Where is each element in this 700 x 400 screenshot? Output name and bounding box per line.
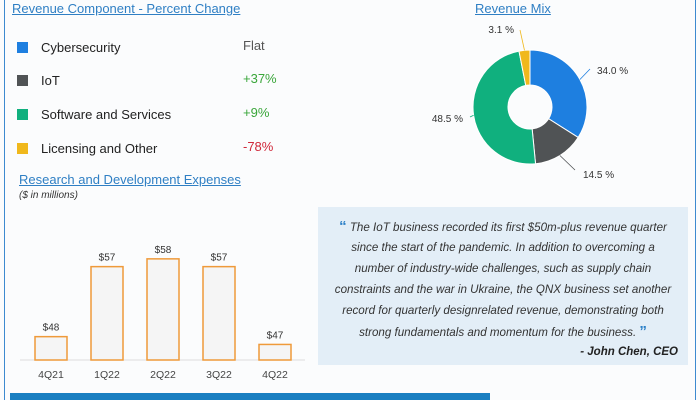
quote-line: “ The IoT business recorded its first $5… xyxy=(318,219,688,235)
component-label: Cybersecurity xyxy=(41,40,121,55)
color-swatch xyxy=(17,143,28,154)
leader-line xyxy=(519,29,525,51)
component-change: Flat xyxy=(243,38,265,53)
bar-value-label: $47 xyxy=(267,330,284,341)
bar-value-label: $57 xyxy=(99,253,116,264)
open-quote-icon: “ xyxy=(339,218,347,235)
ceo-quote: “ The IoT business recorded its first $5… xyxy=(318,207,688,365)
close-quote-icon: ” xyxy=(639,323,647,340)
quote-line: strong fundamentals and momentum for the… xyxy=(318,324,688,340)
rnd-bar-chart: $48 4Q21 $57 1Q22 $58 2Q22 $57 3Q22 $47 4Q22 xyxy=(20,245,305,381)
slice-label: 48.5 % xyxy=(432,114,463,125)
x-tick-label: 4Q22 xyxy=(262,369,288,381)
quote-author: - John Chen, CEO xyxy=(580,346,678,358)
mix-title: Revenue Mix xyxy=(475,1,551,16)
rnd-title: Research and Development Expenses xyxy=(19,172,241,187)
x-tick-label: 2Q22 xyxy=(150,369,176,381)
frame-border-left xyxy=(4,0,5,400)
component-title: Revenue Component - Percent Change xyxy=(12,1,241,16)
quote-text: constraints and the war in Ukraine, the … xyxy=(334,283,672,296)
slice-label: 34.0 % xyxy=(597,66,628,77)
bar-3Q22 xyxy=(202,265,236,361)
quote-line: constraints and the war in Ukraine, the … xyxy=(318,282,688,297)
slice-label: 3.1 % xyxy=(488,25,514,36)
component-label: IoT xyxy=(41,73,60,88)
quote-line: since the start of the pandemic. In addi… xyxy=(318,240,688,255)
leader-line xyxy=(469,114,474,118)
component-change: -78% xyxy=(243,139,274,154)
quote-line: number of industry-wide challenges, such… xyxy=(318,261,688,276)
frame-border-right xyxy=(695,0,696,400)
leader-line xyxy=(559,155,576,171)
x-tick-label: 3Q22 xyxy=(206,369,232,381)
bar-1Q22 xyxy=(90,265,124,361)
bar-value-label: $48 xyxy=(43,323,60,334)
color-swatch xyxy=(17,75,28,86)
x-tick-label: 1Q22 xyxy=(94,369,120,381)
leader-line xyxy=(579,68,591,80)
quote-text: number of industry-wide challenges, such… xyxy=(354,262,652,275)
footer-banner xyxy=(10,393,490,400)
x-tick-label: 4Q21 xyxy=(38,369,64,381)
quote-text: The IoT business recorded its first $50m… xyxy=(349,221,667,234)
component-change: +9% xyxy=(243,105,270,120)
quote-text: record for quarterly designrelated reven… xyxy=(342,304,664,317)
bar-4Q22 xyxy=(258,343,292,361)
bar-2Q22 xyxy=(146,258,180,361)
slice-label: 14.5 % xyxy=(583,170,614,181)
bar-value-label: $58 xyxy=(155,245,172,256)
revenue-mix-donut: 34.0 % 14.5 % 48.5 % 3.1 % xyxy=(432,25,628,181)
slice-licensing-and-other xyxy=(518,49,531,87)
quote-text: strong fundamentals and momentum for the… xyxy=(359,326,637,339)
color-swatch xyxy=(17,42,28,53)
slice-cybersecurity xyxy=(529,49,588,139)
rnd-subtitle: ($ in millions) xyxy=(19,190,78,201)
slice-software-and-services xyxy=(472,50,537,165)
quote-line: record for quarterly designrelated reven… xyxy=(318,303,688,318)
component-label: Software and Services xyxy=(41,107,172,122)
bar-4Q21 xyxy=(34,335,68,361)
color-swatch xyxy=(17,109,28,120)
component-change: +37% xyxy=(243,71,277,86)
component-label: Licensing and Other xyxy=(41,141,158,156)
quote-text: since the start of the pandemic. In addi… xyxy=(351,241,655,254)
bar-value-label: $57 xyxy=(211,253,228,264)
